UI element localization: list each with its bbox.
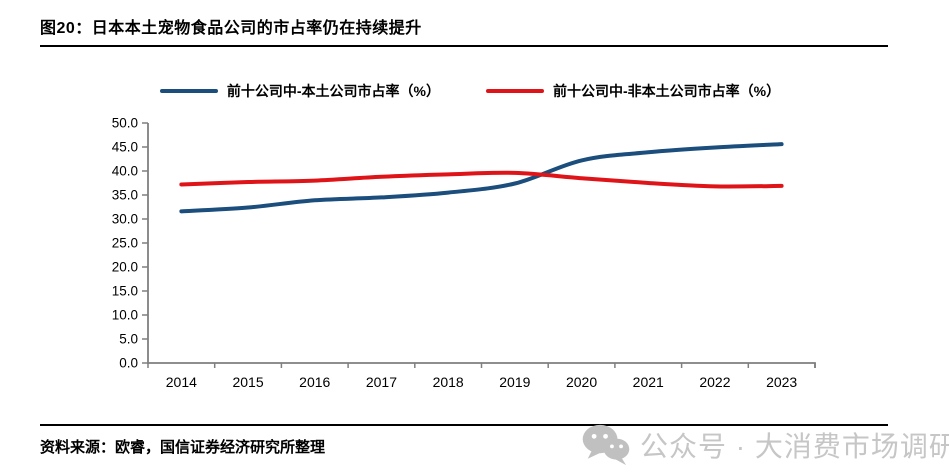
y-axis-label: 25.0 bbox=[112, 236, 138, 251]
source-note: 资料来源：欧睿，国信证券经济研究所整理 bbox=[40, 439, 326, 456]
y-axis-label: 45.0 bbox=[112, 140, 138, 155]
y-axis-label: 20.0 bbox=[112, 260, 138, 275]
x-axis-label: 2019 bbox=[499, 374, 530, 390]
y-axis-label: 15.0 bbox=[112, 284, 138, 299]
legend-line-swatch bbox=[486, 89, 544, 93]
legend-label: 前十公司中-非本土公司市占率（%） bbox=[553, 83, 781, 99]
footer-divider bbox=[40, 424, 888, 426]
line-chart: 0.0 5.0 10.0 15.0 20.0 25.0 30.0 35.0 40.0 45.0 50… bbox=[112, 116, 816, 390]
legend-line-swatch bbox=[159, 89, 218, 93]
x-axis-label: 2014 bbox=[166, 374, 197, 390]
legend-label: 前十公司中-本土公司市占率（%） bbox=[226, 83, 440, 99]
x-axis-label: 2023 bbox=[766, 374, 797, 390]
wechat-icon bbox=[582, 424, 630, 466]
x-axis-label: 2018 bbox=[433, 374, 464, 390]
x-axis-label: 2016 bbox=[299, 374, 330, 390]
x-axis-label: 2017 bbox=[366, 374, 397, 390]
y-axis-label: 0.0 bbox=[119, 356, 138, 371]
y-axis-label: 35.0 bbox=[112, 188, 138, 203]
series-line-1 bbox=[179, 170, 784, 189]
x-axis-label: 2020 bbox=[566, 374, 597, 390]
x-axis-label: 2022 bbox=[699, 374, 730, 390]
series-line-0 bbox=[179, 142, 784, 214]
watermark: 公众号 · 大消费市场调研 bbox=[582, 424, 949, 466]
watermark-text: 公众号 · 大消费市场调研 bbox=[640, 431, 949, 462]
y-axis-label: 50.0 bbox=[112, 116, 138, 131]
legend-item-0: 前十公司中-本土公司市占率（%） bbox=[159, 81, 440, 101]
y-axis-label: 10.0 bbox=[112, 308, 138, 323]
y-axis-label: 5.0 bbox=[119, 332, 138, 347]
axis-lines bbox=[147, 123, 816, 368]
title-divider bbox=[40, 45, 888, 47]
y-axis-label: 30.0 bbox=[112, 212, 138, 227]
chart-legend: 前十公司中-本土公司市占率（%） 前十公司中-非本土公司市占率（%） bbox=[120, 80, 820, 102]
y-axis-label: 40.0 bbox=[112, 164, 138, 179]
legend-item-1: 前十公司中-非本土公司市占率（%） bbox=[486, 81, 780, 101]
figure-title: 图20：日本本土宠物食品公司的市占率仍在持续提升 bbox=[40, 20, 422, 37]
x-axis-label: 2021 bbox=[633, 374, 664, 390]
x-axis-label: 2015 bbox=[232, 374, 263, 390]
